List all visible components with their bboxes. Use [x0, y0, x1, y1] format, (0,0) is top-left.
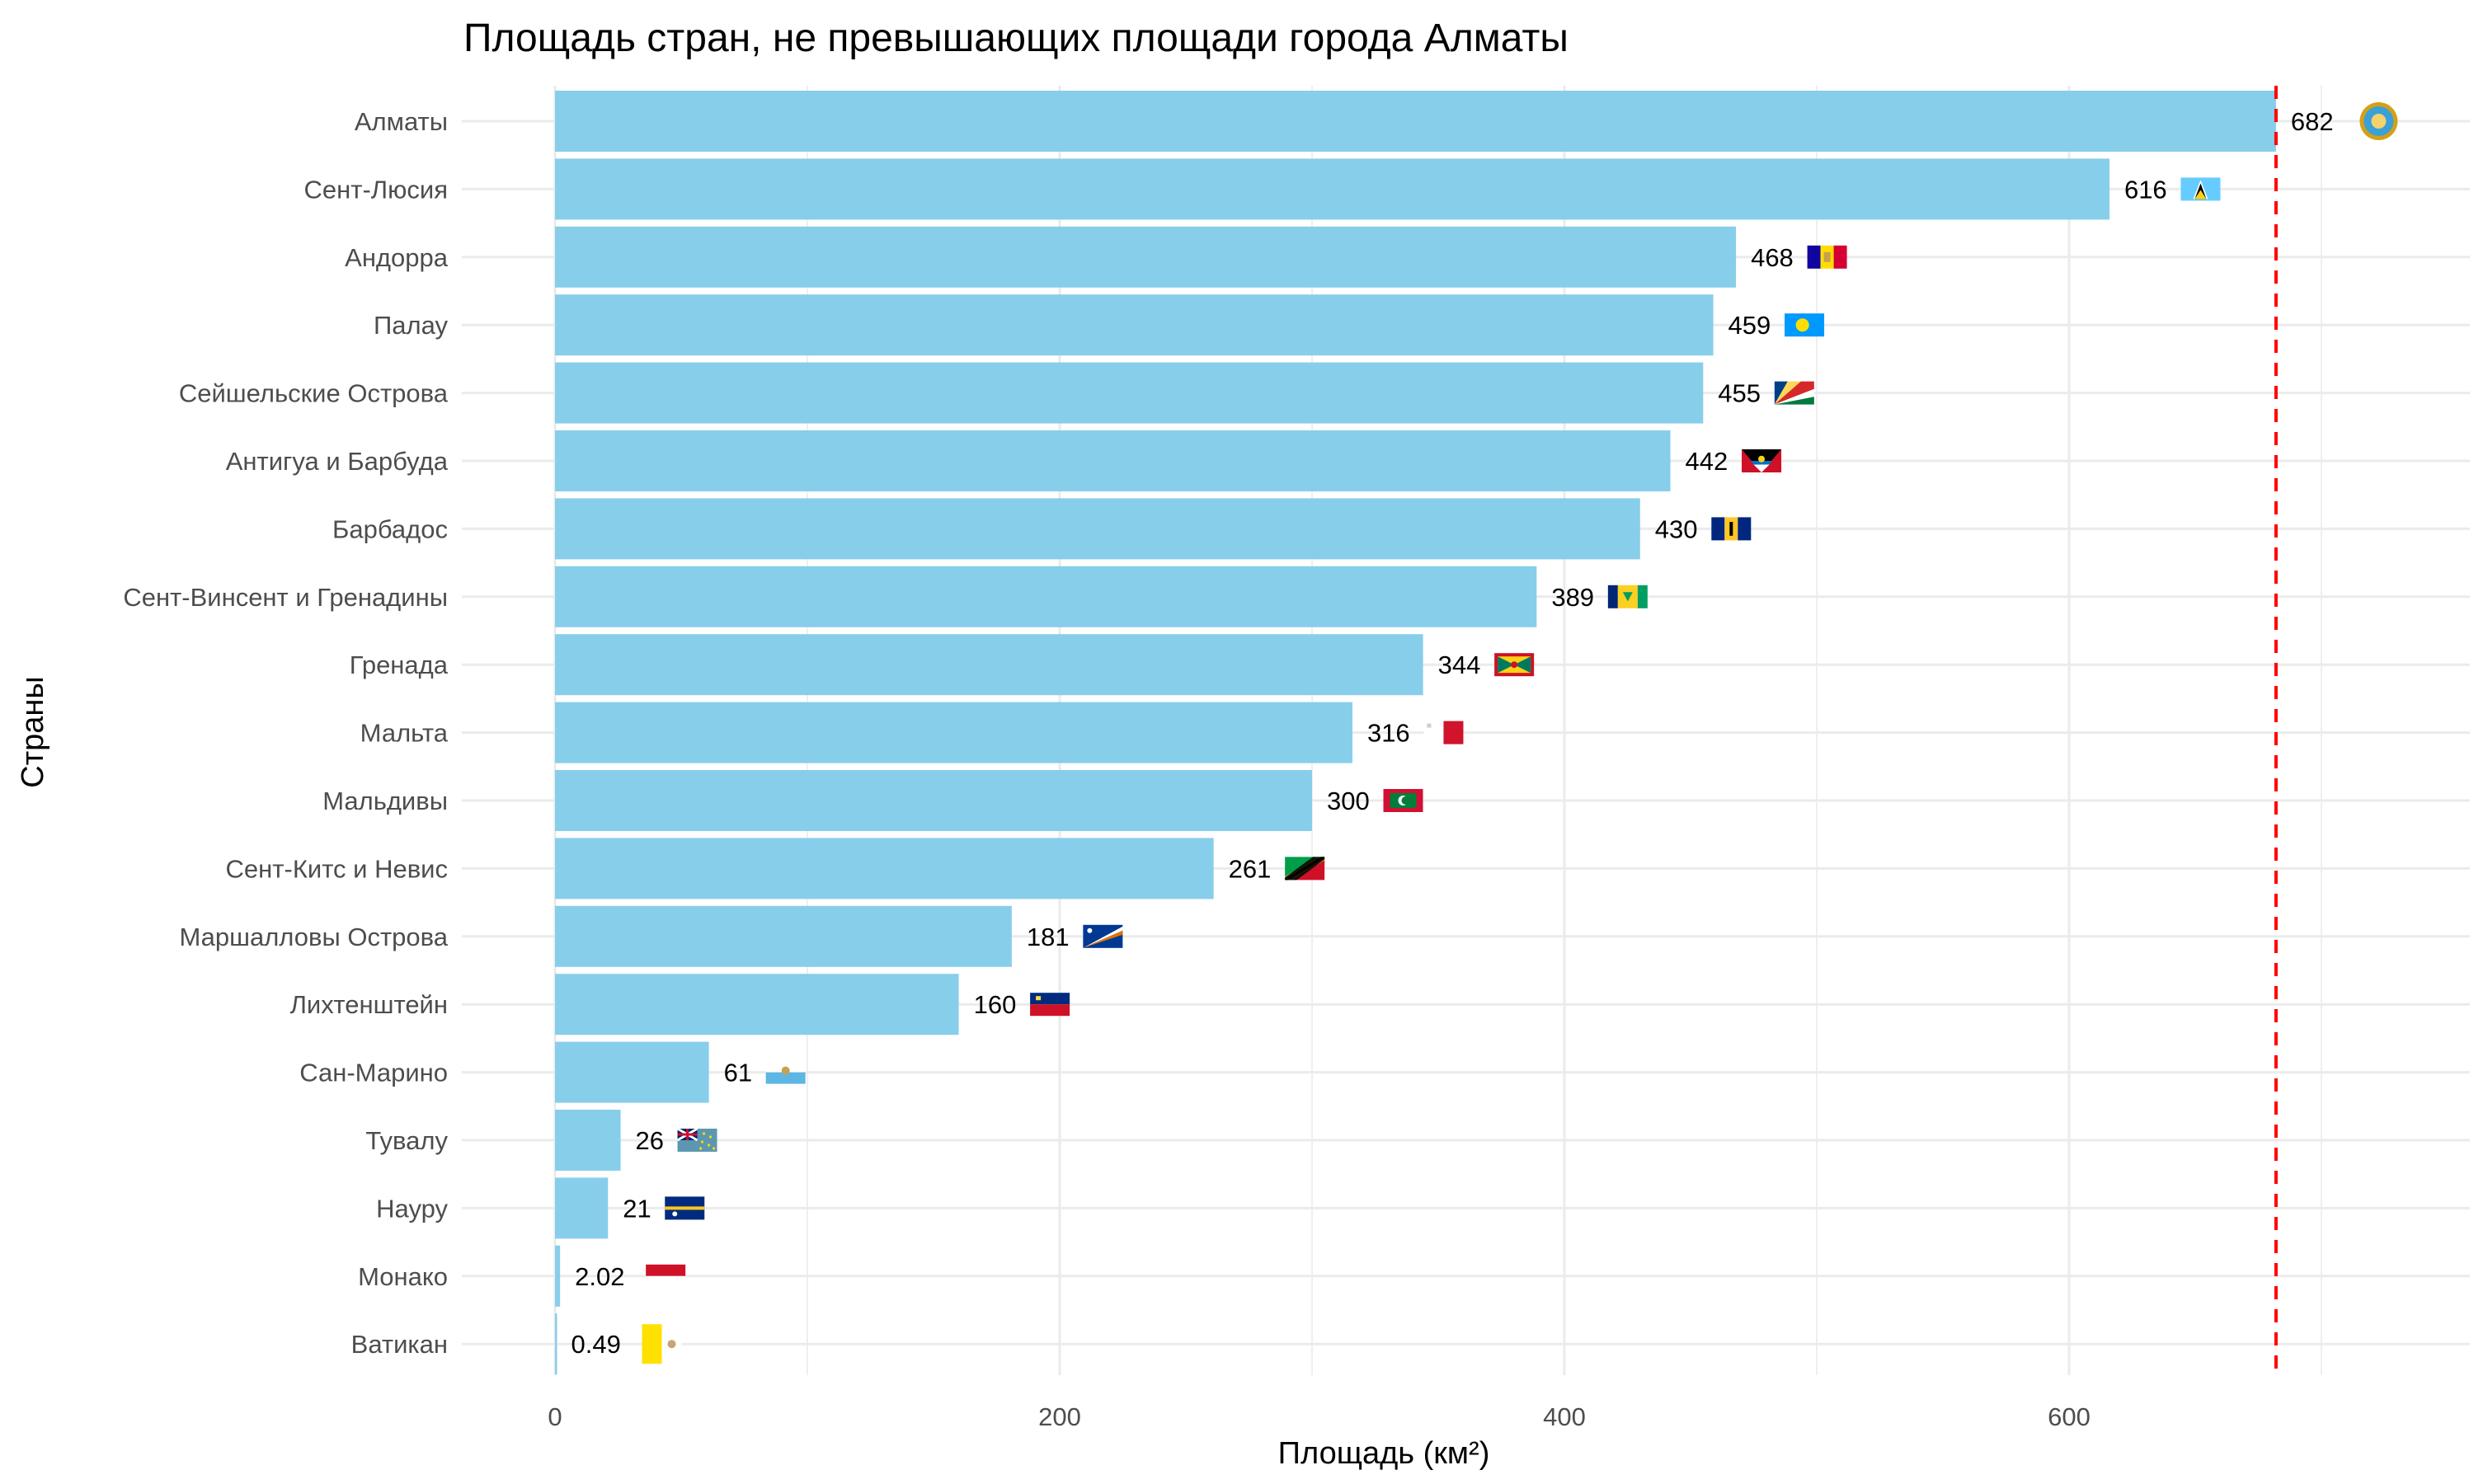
data-label: 0.49: [571, 1330, 620, 1359]
data-label: 344: [1438, 650, 1481, 679]
category-label: Мальдивы: [322, 787, 448, 815]
flag-seychelles-icon: [1774, 381, 1814, 405]
bar: [555, 838, 1214, 899]
category-label: Ватикан: [351, 1330, 448, 1359]
bar: [555, 1177, 609, 1239]
category-label: Науру: [376, 1194, 448, 1223]
category-label: Антигуа и Барбуда: [226, 447, 449, 476]
flag-liechtenstein-icon: [1030, 993, 1070, 1017]
x-tick-label: 200: [1038, 1402, 1081, 1431]
category-label: Сент-Люсия: [304, 175, 448, 204]
data-label: 616: [2124, 175, 2167, 204]
flag-san-marino-icon: [765, 1060, 806, 1084]
category-label: Сент-Китс и Невис: [226, 854, 448, 883]
chart-title: Площадь стран, не превышающих площади го…: [463, 16, 1569, 60]
flag-monaco-icon: [646, 1264, 686, 1288]
data-label: 316: [1367, 719, 1410, 748]
data-label: 468: [1751, 243, 1794, 272]
category-label: Маршалловы Острова: [179, 923, 448, 951]
category-label: Палау: [374, 311, 449, 340]
data-label: 26: [636, 1126, 664, 1155]
flag-antigua-barbuda-icon: [1742, 449, 1782, 472]
bar: [555, 1245, 561, 1307]
category-label: Сент-Винсент и Гренадины: [123, 583, 448, 612]
data-label: 160: [974, 990, 1017, 1019]
flag-barbados-icon: [1711, 517, 1752, 541]
category-label: Сан-Марино: [299, 1059, 448, 1087]
data-label: 181: [1027, 923, 1070, 951]
flag-maldives-icon: [1383, 789, 1423, 812]
flag-saint-lucia-icon: [2180, 177, 2221, 201]
flag-nauru-icon: [665, 1196, 705, 1220]
bar: [555, 702, 1352, 763]
bar: [555, 634, 1423, 696]
flag-andorra-icon: [1807, 245, 1847, 269]
bar: [555, 566, 1537, 627]
category-label: Гренада: [350, 650, 449, 679]
bar-layer: [555, 91, 2276, 1375]
bar: [555, 91, 2276, 152]
x-tick-label: 400: [1543, 1402, 1586, 1431]
data-label: 300: [1327, 787, 1370, 815]
flag-palau-icon: [1785, 313, 1825, 337]
bar: [555, 226, 1737, 288]
flag-grenada-icon: [1494, 653, 1535, 677]
category-label: Лихтенштейн: [290, 990, 448, 1019]
bar: [555, 498, 1640, 560]
category-label: Алматы: [355, 107, 448, 136]
bar: [555, 430, 1671, 491]
bar: [555, 1313, 557, 1375]
almaty-emblem-icon: [2359, 102, 2398, 140]
bar: [555, 905, 1012, 967]
category-label: Монако: [358, 1262, 448, 1291]
category-label: Андорра: [345, 243, 449, 272]
flag-tuvalu-icon: [676, 1127, 717, 1152]
data-label: 682: [2291, 107, 2334, 136]
flag-vatican-icon: [642, 1324, 682, 1364]
bar: [555, 1041, 709, 1103]
bar: [555, 362, 1704, 424]
data-label: 61: [724, 1059, 752, 1087]
bar: [555, 158, 2109, 220]
data-label: 442: [1686, 447, 1729, 476]
x-tick-label: 0: [548, 1402, 562, 1431]
category-label: Мальта: [360, 719, 449, 748]
bar: [555, 1110, 621, 1171]
data-label: 261: [1229, 854, 1272, 883]
data-label: 2.02: [575, 1262, 624, 1291]
bar: [555, 974, 959, 1036]
bar: [555, 294, 1714, 356]
flag-skn-icon: [1285, 857, 1325, 881]
x-axis-title: Площадь (км²): [1278, 1436, 1490, 1471]
y-axis-title: Страны: [16, 676, 50, 787]
flag-marshall-islands-icon: [1083, 924, 1123, 948]
flag-svg-icon: [1607, 585, 1648, 608]
data-label: 389: [1551, 583, 1594, 612]
data-label: 21: [623, 1194, 651, 1223]
bar: [555, 770, 1312, 831]
x-tick-label: 600: [2048, 1402, 2091, 1431]
category-label: Барбадос: [332, 514, 448, 543]
category-label: Сейшельские Острова: [179, 379, 449, 408]
flag-malta-icon: [1423, 721, 1464, 744]
data-label: 430: [1655, 514, 1698, 543]
label-layer: 0 200 400 600 Алматы 682 Сент-Люсия 616 Андорра 4…: [123, 107, 2333, 1431]
data-label: 455: [1718, 379, 1761, 408]
flag-layer: [642, 102, 2398, 1364]
category-label: Тувалу: [365, 1126, 448, 1155]
data-label: 459: [1729, 311, 1771, 340]
